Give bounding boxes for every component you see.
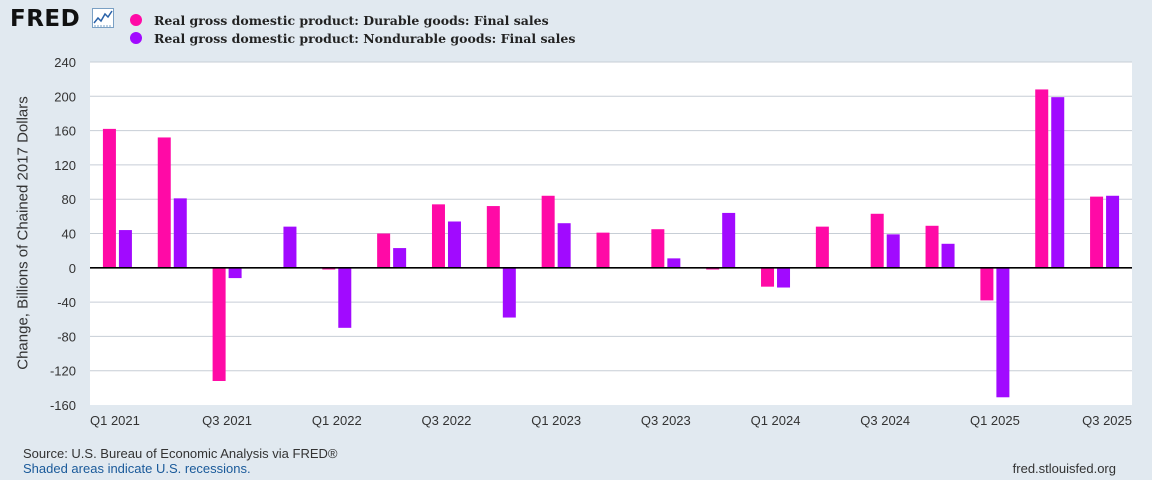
bar-nondurable [228,267,242,279]
x-tick-label: Q1 2021 [90,413,140,428]
bar-durable [761,267,775,287]
bar-durable [870,213,884,268]
bar-nondurable [1106,195,1120,268]
bar-durable [541,195,555,268]
source-note: Source: U.S. Bureau of Economic Analysis… [23,446,338,461]
bar-nondurable [393,248,407,268]
bar-nondurable [941,243,955,268]
legend-item-nondurable[interactable]: Real gross domestic product: Nondurable … [130,29,575,47]
bar-durable [980,267,994,301]
y-tick-label: 80 [62,192,76,207]
bar-nondurable [338,267,352,328]
bar-nondurable [667,258,681,268]
x-tick-label: Q1 2023 [531,413,581,428]
x-tick-label: Q3 2023 [641,413,691,428]
bar-nondurable [118,230,132,268]
legend-label-nondurable: Real gross domestic product: Nondurable … [154,30,576,46]
bar-nondurable [996,267,1010,398]
bar-durable [1090,196,1104,268]
legend-marker-durable [130,14,142,26]
x-tick-label: Q1 2022 [312,413,362,428]
y-tick-label: -120 [50,364,76,379]
bar-durable [322,267,336,270]
x-tick-label: Q3 2024 [860,413,910,428]
bar-chart: 240 200 160 120 80 40 0 -40 -80 -120 -160 Q1 2021 Q3… [50,55,1132,428]
y-tick-label: -160 [50,398,76,413]
bar-durable [1035,89,1049,268]
bar-nondurable [283,226,297,268]
fred-logo: FRED [10,6,81,32]
y-tick-label: 0 [69,261,76,276]
bar-durable [431,204,445,268]
bar-nondurable [447,221,461,268]
bar-durable [377,233,391,268]
legend-item-durable[interactable]: Real gross domestic product: Durable goo… [130,11,549,29]
recession-note[interactable]: Shaded areas indicate U.S. recessions. [23,461,251,476]
site-url[interactable]: fred.stlouisfed.org [1012,461,1116,476]
y-tick-label: 200 [54,89,76,104]
bar-nondurable [777,267,791,288]
bar-nondurable [1051,97,1065,268]
y-tick-label: 160 [54,124,76,139]
bar-durable [157,137,171,268]
y-tick-label: -40 [57,295,76,310]
chart-line-icon [92,8,114,28]
bar-durable [212,267,226,381]
x-tick-label: Q3 2025 [1082,413,1132,428]
x-tick-label: Q1 2025 [970,413,1020,428]
bar-durable [651,229,665,268]
y-tick-label: 120 [54,158,76,173]
chart-header: FRED Real gross domestic product: Durabl… [0,0,1152,52]
bar-durable [596,232,610,268]
bar-durable [706,267,720,270]
bar-durable [815,226,829,268]
bar-durable [486,206,500,268]
x-tick-label: Q3 2021 [202,413,252,428]
bar-nondurable [886,234,900,268]
x-tick-label: Q3 2022 [422,413,472,428]
y-tick-label: 240 [54,55,76,70]
y-tick-label: 40 [62,227,76,242]
bar-nondurable [173,198,187,268]
bar-nondurable [502,267,516,318]
bar-nondurable [557,223,571,268]
legend-marker-nondurable [130,32,142,44]
legend-label-durable: Real gross domestic product: Durable goo… [154,12,549,28]
bar-nondurable [722,212,736,268]
bar-durable [925,225,939,268]
y-tick-label: -80 [57,329,76,344]
x-tick-label: Q1 2024 [751,413,801,428]
bar-durable [102,128,116,268]
